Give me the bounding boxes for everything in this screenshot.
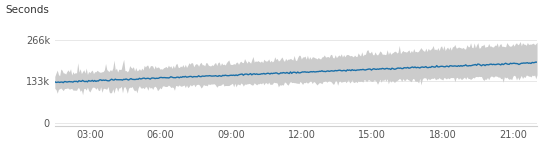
Text: Seconds: Seconds bbox=[5, 5, 49, 15]
